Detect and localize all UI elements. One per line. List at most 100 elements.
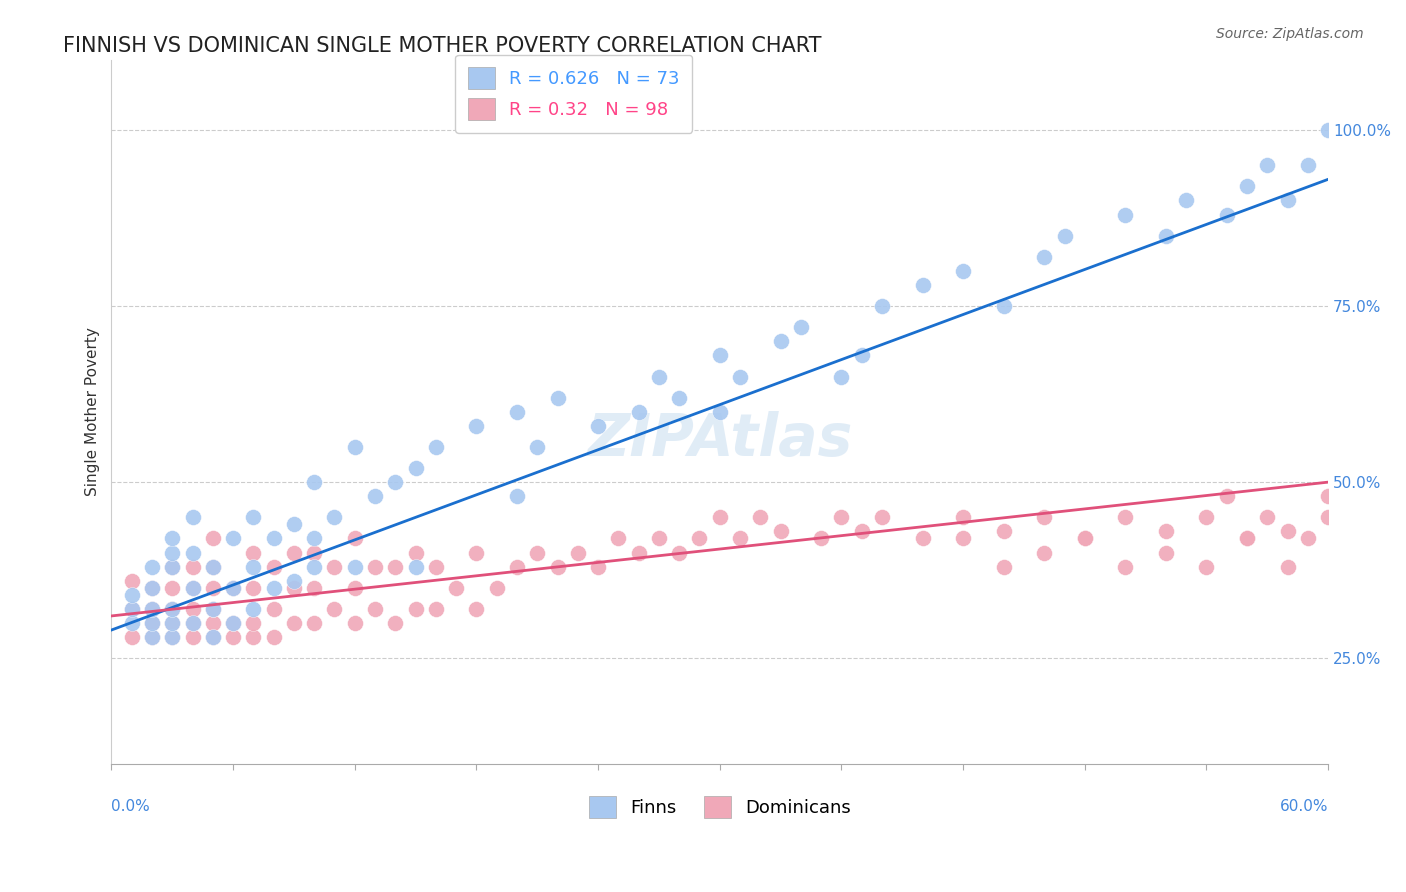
Point bbox=[627, 405, 650, 419]
Point bbox=[201, 559, 224, 574]
Point bbox=[1114, 208, 1136, 222]
Point bbox=[222, 615, 245, 630]
Point bbox=[1033, 250, 1056, 264]
Point bbox=[283, 574, 305, 588]
Point bbox=[870, 510, 893, 524]
Point bbox=[162, 630, 184, 644]
Point bbox=[952, 264, 974, 278]
Point bbox=[302, 545, 325, 559]
Point bbox=[181, 615, 204, 630]
Point bbox=[405, 602, 427, 616]
Point bbox=[709, 510, 731, 524]
Point bbox=[263, 532, 285, 546]
Point bbox=[201, 532, 224, 546]
Point bbox=[181, 559, 204, 574]
Y-axis label: Single Mother Poverty: Single Mother Poverty bbox=[86, 327, 100, 496]
Point bbox=[627, 545, 650, 559]
Point bbox=[121, 574, 143, 588]
Point bbox=[1296, 158, 1319, 172]
Point bbox=[993, 524, 1015, 539]
Point bbox=[181, 581, 204, 595]
Point bbox=[141, 581, 163, 595]
Point bbox=[465, 418, 488, 433]
Point bbox=[1256, 158, 1278, 172]
Point bbox=[1256, 510, 1278, 524]
Point bbox=[222, 581, 245, 595]
Point bbox=[425, 440, 447, 454]
Point bbox=[121, 615, 143, 630]
Point bbox=[1277, 524, 1299, 539]
Point bbox=[567, 545, 589, 559]
Point bbox=[1114, 510, 1136, 524]
Point bbox=[689, 532, 711, 546]
Point bbox=[870, 299, 893, 313]
Point bbox=[141, 602, 163, 616]
Point bbox=[201, 602, 224, 616]
Point bbox=[1236, 532, 1258, 546]
Text: Source: ZipAtlas.com: Source: ZipAtlas.com bbox=[1216, 27, 1364, 41]
Point bbox=[384, 615, 406, 630]
Point bbox=[201, 581, 224, 595]
Point bbox=[769, 334, 792, 349]
Point bbox=[302, 581, 325, 595]
Point bbox=[1114, 559, 1136, 574]
Point bbox=[141, 559, 163, 574]
Point bbox=[1277, 559, 1299, 574]
Point bbox=[141, 581, 163, 595]
Point bbox=[952, 532, 974, 546]
Text: 60.0%: 60.0% bbox=[1279, 799, 1329, 814]
Point bbox=[952, 510, 974, 524]
Point bbox=[444, 581, 467, 595]
Point bbox=[506, 559, 529, 574]
Point bbox=[162, 559, 184, 574]
Point bbox=[728, 532, 751, 546]
Point bbox=[648, 532, 671, 546]
Point bbox=[121, 602, 143, 616]
Point bbox=[364, 602, 387, 616]
Point bbox=[283, 545, 305, 559]
Point bbox=[709, 348, 731, 362]
Point bbox=[201, 602, 224, 616]
Point bbox=[911, 532, 934, 546]
Point bbox=[201, 630, 224, 644]
Point bbox=[607, 532, 630, 546]
Point bbox=[851, 524, 873, 539]
Point bbox=[242, 615, 264, 630]
Point bbox=[263, 581, 285, 595]
Point bbox=[162, 615, 184, 630]
Point bbox=[242, 602, 264, 616]
Point bbox=[769, 524, 792, 539]
Point bbox=[242, 545, 264, 559]
Point bbox=[1277, 194, 1299, 208]
Point bbox=[547, 559, 569, 574]
Point bbox=[162, 532, 184, 546]
Point bbox=[302, 532, 325, 546]
Point bbox=[302, 615, 325, 630]
Point bbox=[302, 475, 325, 490]
Point bbox=[263, 602, 285, 616]
Point bbox=[181, 602, 204, 616]
Point bbox=[201, 615, 224, 630]
Point bbox=[1154, 228, 1177, 243]
Point bbox=[242, 581, 264, 595]
Point bbox=[384, 559, 406, 574]
Point bbox=[323, 510, 346, 524]
Point bbox=[405, 461, 427, 475]
Point bbox=[668, 545, 690, 559]
Point bbox=[425, 559, 447, 574]
Point bbox=[790, 320, 813, 334]
Point bbox=[993, 559, 1015, 574]
Point bbox=[547, 391, 569, 405]
Point bbox=[405, 545, 427, 559]
Point bbox=[181, 510, 204, 524]
Point bbox=[1236, 179, 1258, 194]
Point bbox=[343, 532, 366, 546]
Point bbox=[1296, 532, 1319, 546]
Point bbox=[343, 615, 366, 630]
Point bbox=[242, 630, 264, 644]
Point bbox=[586, 559, 609, 574]
Point bbox=[1317, 123, 1340, 137]
Point bbox=[323, 559, 346, 574]
Text: ZIPAtlas: ZIPAtlas bbox=[588, 411, 852, 468]
Point bbox=[465, 602, 488, 616]
